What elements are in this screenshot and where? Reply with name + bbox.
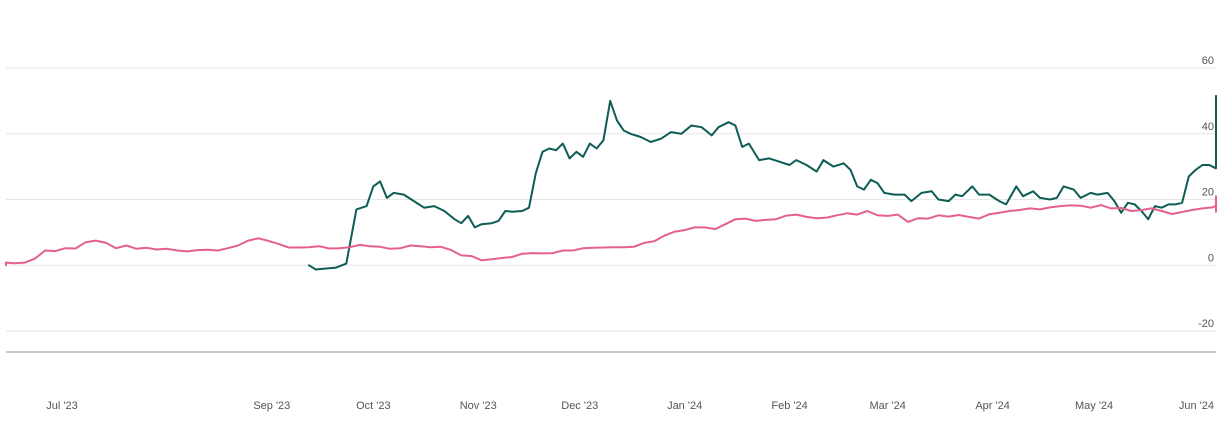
x-axis-tick-labels[interactable]: Jul '23 Sep '23 Oct '23 Nov '23 Dec '23 Jan '… bbox=[46, 400, 1214, 412]
x-tick-label[interactable]: Jan '24 bbox=[667, 400, 702, 412]
x-tick-label[interactable]: Apr '24 bbox=[975, 400, 1010, 412]
x-tick-label[interactable]: Mar '24 bbox=[870, 400, 906, 412]
x-tick-label[interactable]: Oct '23 bbox=[356, 400, 391, 412]
x-tick-label[interactable]: Nov '23 bbox=[460, 400, 497, 412]
y-tick-label: 40 bbox=[1202, 121, 1214, 133]
x-tick-label[interactable]: Jul '23 bbox=[46, 400, 77, 412]
y-tick-label: 20 bbox=[1202, 187, 1214, 199]
y-tick-label: 0 bbox=[1208, 252, 1214, 264]
series-line-1 bbox=[308, 94, 1217, 271]
x-tick-label[interactable]: Jun '24 bbox=[1179, 400, 1214, 412]
x-tick-label[interactable]: Sep '23 bbox=[253, 400, 290, 412]
x-tick-label[interactable]: May '24 bbox=[1075, 400, 1113, 412]
gridlines bbox=[6, 67, 1216, 332]
x-tick-label[interactable]: Feb '24 bbox=[771, 400, 807, 412]
y-tick-label: 60 bbox=[1202, 55, 1214, 67]
series-lines bbox=[5, 94, 1217, 271]
y-tick-label: -20 bbox=[1198, 318, 1214, 330]
x-tick-label[interactable]: Dec '23 bbox=[561, 400, 598, 412]
series-line-2 bbox=[5, 195, 1217, 267]
y-axis-tick-labels: 60 40 20 0 -20 bbox=[1198, 55, 1214, 330]
